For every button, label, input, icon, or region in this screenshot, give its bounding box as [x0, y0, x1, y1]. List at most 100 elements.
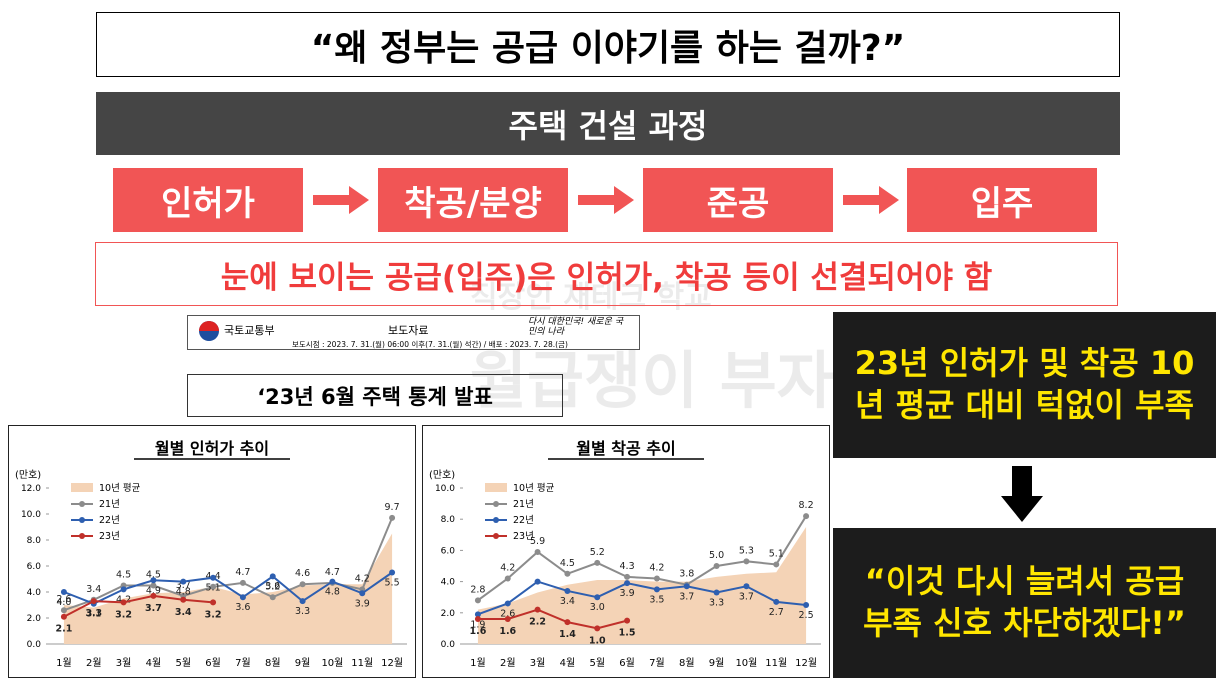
- marker: [564, 587, 571, 594]
- value-label: 2.2: [529, 617, 546, 628]
- y-tick-label: 10.0: [21, 510, 41, 520]
- marker: [269, 594, 276, 601]
- value-label: 4.7: [235, 567, 250, 578]
- value-label: 1.0: [589, 635, 606, 646]
- value-label: 5.0: [709, 550, 724, 561]
- marker: [150, 577, 157, 584]
- doc-title: ‘23년 6월 주택 통계 발표: [187, 374, 563, 417]
- marker: [389, 514, 396, 521]
- marker: [180, 596, 187, 603]
- x-tick-label: 6월: [205, 657, 221, 669]
- y-axis-label: (만호): [15, 469, 41, 481]
- down-arrow: [1001, 466, 1043, 522]
- legend-swatch: [493, 501, 499, 507]
- chart: 월별 인허가 추이 (만호) 0.0 2.0 4.0 6.0 8.0 10.0 12.0 1월 2월…: [15, 439, 407, 669]
- x-tick-label: 9월: [709, 657, 725, 669]
- marker: [474, 597, 481, 604]
- value-label: 1.9: [470, 619, 485, 630]
- legend-swatch: [71, 483, 93, 492]
- value-label: 4.8: [325, 587, 340, 598]
- marker: [299, 598, 306, 605]
- y-tick-label: 0.0: [441, 640, 456, 650]
- marker: [803, 513, 810, 520]
- value-label: 3.7: [679, 591, 694, 602]
- legend-swatch: [79, 533, 85, 539]
- legend-label: 23년: [513, 531, 534, 542]
- x-tick-label: 11월: [765, 657, 787, 669]
- x-tick-label: 7월: [235, 657, 251, 669]
- marker: [504, 616, 511, 623]
- marker: [594, 594, 601, 601]
- x-tick-label: 10월: [735, 657, 757, 669]
- y-tick-label: 10.0: [435, 484, 455, 494]
- marker: [474, 611, 481, 618]
- value-label: 3.2: [115, 609, 132, 620]
- x-tick-label: 10월: [321, 657, 343, 669]
- value-label: 2.7: [769, 607, 784, 618]
- value-label: 5.1: [769, 548, 784, 559]
- x-tick-label: 12월: [795, 657, 817, 669]
- marker: [564, 570, 571, 577]
- value-label: 1.4: [559, 629, 576, 640]
- slogan: 다시 대한민국! 새로운 국민의 나라: [528, 317, 623, 337]
- value-label: 5.2: [265, 581, 280, 592]
- value-label: 2.1: [55, 624, 72, 635]
- y-tick-label: 8.0: [27, 536, 42, 546]
- process-header: 주택 건설 과정: [96, 92, 1120, 155]
- value-label: 4.9: [146, 585, 161, 596]
- marker: [120, 599, 127, 606]
- value-label: 9.7: [385, 502, 400, 513]
- value-label: 8.2: [799, 500, 814, 511]
- value-label: 3.4: [175, 607, 192, 618]
- marker: [60, 607, 67, 614]
- x-tick-label: 2월: [500, 657, 516, 669]
- line: [477, 580, 807, 616]
- x-tick-label: 4월: [146, 657, 162, 669]
- y-tick-label: 0.0: [27, 640, 42, 650]
- legend-swatch: [493, 533, 499, 539]
- x-tick-label: 1월: [470, 657, 486, 669]
- marker: [120, 586, 127, 593]
- value-label: 5.3: [739, 545, 754, 556]
- marker: [624, 573, 631, 580]
- x-tick-label: 5월: [589, 657, 605, 669]
- chart: 월별 착공 추이 (만호) 0.0 2.0 4.0 6.0 8.0 10.0 1월 2월 3월 4월 5…: [429, 439, 821, 669]
- value-label: 3.1: [86, 609, 101, 620]
- value-label: 1.6: [469, 626, 486, 637]
- slide-title: “왜 정부는 공급 이야기를 하는 걸까?”: [96, 12, 1120, 77]
- y-tick-label: 8.0: [441, 515, 456, 525]
- marker: [239, 594, 246, 601]
- marker: [60, 613, 67, 620]
- marker: [269, 573, 276, 580]
- value-label: 4.6: [295, 568, 310, 579]
- value-label: 3.9: [355, 598, 370, 609]
- marker: [743, 583, 750, 590]
- x-tick-label: 8월: [265, 657, 281, 669]
- value-label: 3.6: [265, 581, 280, 592]
- legend-swatch: [79, 501, 85, 507]
- marker: [594, 625, 601, 632]
- y-axis-label: (만호): [429, 469, 455, 481]
- x-tick-label: 1월: [56, 657, 72, 669]
- marker: [713, 563, 720, 569]
- chart-frame: 월별 인허가 추이 (만호) 0.0 2.0 4.0 6.0 8.0 10.0 12.0 1월 2월…: [8, 425, 416, 678]
- y-tick-label: 6.0: [441, 546, 456, 556]
- marker: [210, 574, 217, 581]
- line: [477, 515, 807, 602]
- value-label: 3.4: [560, 596, 575, 607]
- value-label: 5.9: [530, 536, 545, 547]
- value-label: 1.5: [619, 628, 636, 639]
- legend-label: 22년: [99, 515, 120, 526]
- marker: [504, 600, 511, 607]
- marker: [180, 578, 187, 585]
- marker: [594, 559, 601, 566]
- value-label: 4.2: [500, 562, 515, 573]
- value-label: 4.5: [116, 570, 131, 581]
- marker: [534, 578, 541, 585]
- ministry: 국토교통부: [224, 324, 275, 337]
- value-label: 2.6: [56, 594, 71, 605]
- marker: [713, 589, 720, 596]
- watermark: 월급쟁이 부자들: [470, 344, 891, 417]
- watermark: 직장인 재테크 학교: [470, 280, 712, 315]
